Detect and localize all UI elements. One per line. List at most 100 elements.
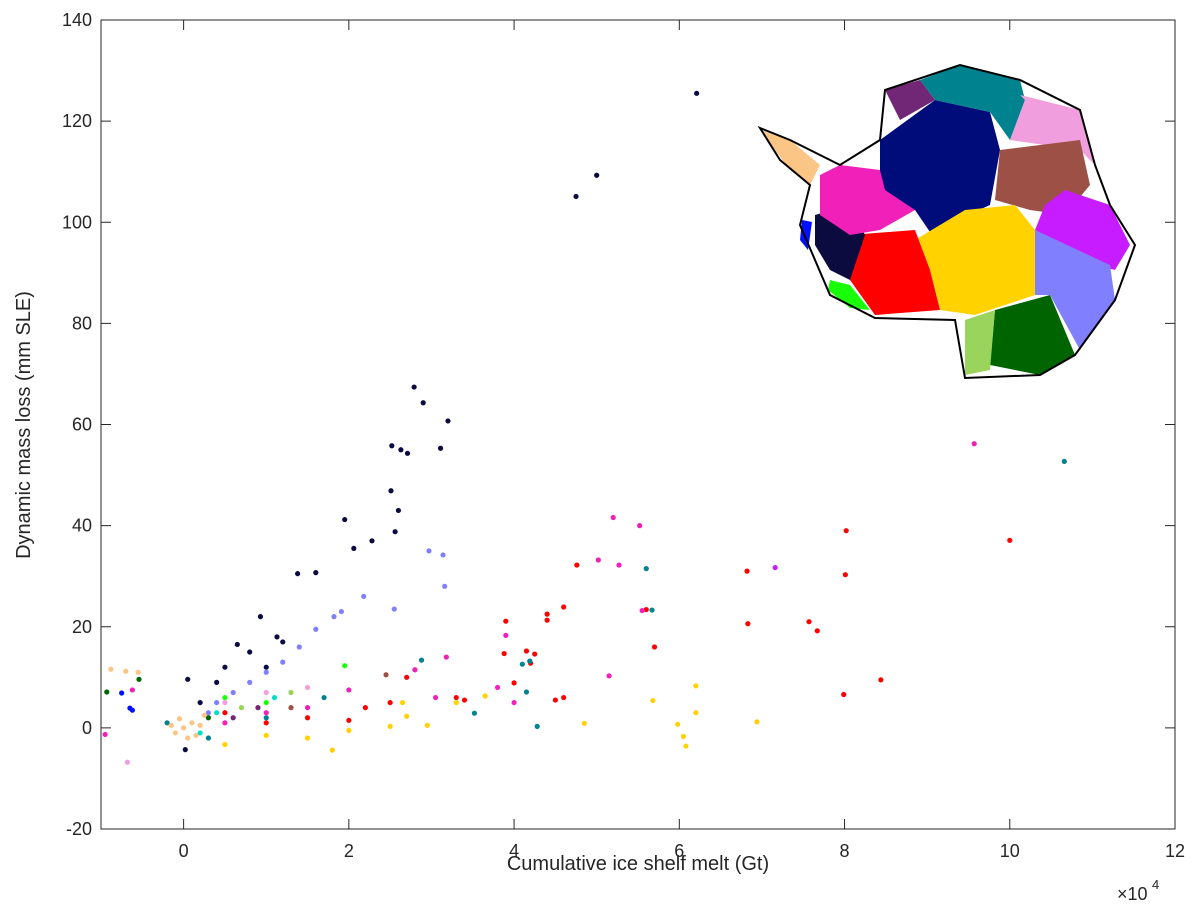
region (760, 130, 820, 185)
point (573, 193, 579, 200)
point (108, 666, 114, 672)
point (205, 715, 211, 721)
point (247, 649, 253, 655)
point (471, 710, 478, 716)
point (329, 747, 335, 753)
y-tick-label: 0 (82, 718, 92, 738)
point (104, 689, 110, 695)
point (443, 654, 449, 660)
point (523, 648, 530, 654)
point (971, 441, 977, 447)
point (313, 626, 319, 632)
point (680, 733, 687, 740)
point (102, 731, 108, 738)
point (263, 669, 269, 675)
point (754, 719, 760, 725)
point (501, 650, 507, 657)
point (331, 614, 337, 620)
point (693, 683, 699, 689)
point (205, 710, 211, 716)
point (523, 689, 530, 695)
point (606, 673, 612, 679)
point (263, 715, 269, 721)
point (197, 699, 203, 706)
point (878, 677, 884, 683)
region (850, 230, 940, 315)
point (595, 557, 601, 563)
y-tick-label: 120 (62, 111, 92, 131)
point (440, 552, 446, 558)
point (544, 617, 550, 623)
region (828, 280, 870, 310)
point (280, 639, 286, 645)
point (321, 694, 327, 701)
point (650, 697, 656, 704)
point (205, 735, 211, 741)
x-tick-label: 10 (1000, 841, 1020, 861)
point (230, 715, 236, 721)
point (806, 619, 812, 625)
point (404, 713, 410, 719)
point (424, 722, 430, 728)
point (288, 705, 294, 711)
point (561, 694, 567, 701)
point (594, 172, 600, 178)
point (404, 674, 410, 680)
point (437, 445, 444, 451)
point (369, 538, 375, 544)
point (263, 710, 269, 716)
point (342, 663, 348, 669)
point (532, 651, 538, 657)
point (387, 723, 393, 729)
y-tick-label: 20 (72, 617, 92, 637)
y-tick-label: 140 (62, 10, 92, 30)
region (920, 65, 1025, 140)
point (222, 699, 228, 706)
antarctica-inset (757, 63, 1137, 380)
point (234, 641, 240, 648)
point (1007, 537, 1013, 543)
point (263, 699, 269, 706)
point (511, 699, 517, 706)
point (649, 607, 655, 613)
point (222, 741, 228, 748)
point (304, 735, 311, 741)
x-tick-label: 4 (509, 841, 519, 861)
point (453, 699, 459, 706)
point (288, 689, 294, 696)
point (675, 721, 681, 727)
point (412, 667, 418, 673)
point (519, 661, 525, 667)
point (391, 606, 397, 612)
point (693, 710, 699, 716)
point (432, 694, 439, 701)
point (395, 507, 402, 514)
point (814, 628, 820, 634)
point (404, 450, 411, 456)
point (1061, 458, 1067, 465)
point (442, 583, 448, 589)
point (503, 632, 509, 638)
point (561, 604, 567, 610)
point (238, 705, 245, 711)
point (189, 720, 195, 726)
point (263, 664, 269, 670)
point (420, 400, 426, 406)
point (338, 608, 345, 615)
point (445, 418, 451, 424)
point (346, 727, 352, 734)
y-tick-label: 80 (72, 313, 92, 333)
point (247, 679, 253, 685)
point (123, 668, 129, 674)
point (346, 717, 352, 723)
region (820, 165, 915, 235)
point (383, 672, 389, 678)
point (129, 687, 135, 693)
point (263, 689, 269, 696)
x-tick-label: 6 (674, 841, 684, 861)
point (185, 735, 191, 741)
point (643, 606, 649, 613)
point (164, 720, 170, 726)
region (1035, 230, 1115, 350)
region (800, 220, 812, 250)
